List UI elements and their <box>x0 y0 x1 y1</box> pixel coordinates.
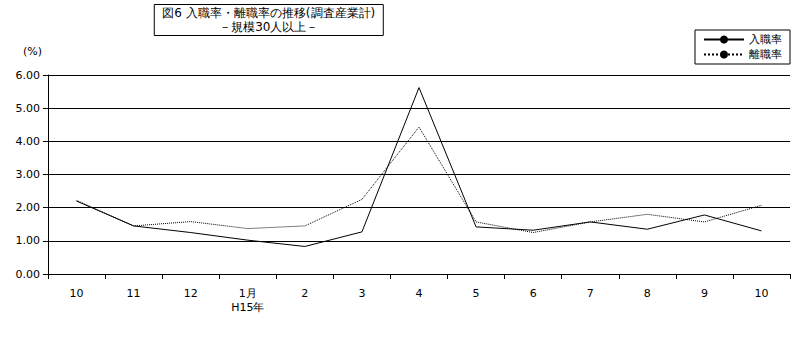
svg-text:4: 4 <box>416 287 423 300</box>
svg-text:3.00: 3.00 <box>16 168 41 181</box>
svg-text:6: 6 <box>530 287 537 300</box>
svg-text:6.00: 6.00 <box>16 69 41 82</box>
svg-text:1月: 1月 <box>239 287 257 300</box>
svg-text:H15年: H15年 <box>231 301 264 314</box>
svg-text:2.00: 2.00 <box>16 201 41 214</box>
svg-text:4.00: 4.00 <box>16 135 41 148</box>
svg-text:図6 入職率・離職率の推移(調査産業計): 図6 入職率・離職率の推移(調査産業計) <box>162 6 375 20</box>
svg-text:離職率: 離職率 <box>749 48 782 61</box>
svg-text:(%): (%) <box>23 45 42 58</box>
svg-text:5: 5 <box>473 287 480 300</box>
svg-text:入職率: 入職率 <box>749 33 782 46</box>
svg-text:0.00: 0.00 <box>16 268 41 281</box>
svg-text:7: 7 <box>587 287 594 300</box>
svg-text:9: 9 <box>701 287 708 300</box>
svg-text:－規模30人以上－: －規模30人以上－ <box>219 20 318 34</box>
svg-text:12: 12 <box>184 287 198 300</box>
svg-text:1.00: 1.00 <box>16 234 41 247</box>
svg-text:10: 10 <box>70 287 84 300</box>
svg-text:8: 8 <box>644 287 651 300</box>
svg-text:2: 2 <box>301 287 308 300</box>
svg-text:10: 10 <box>754 287 768 300</box>
svg-text:3: 3 <box>358 287 365 300</box>
svg-text:5.00: 5.00 <box>16 102 41 115</box>
svg-text:11: 11 <box>127 287 141 300</box>
